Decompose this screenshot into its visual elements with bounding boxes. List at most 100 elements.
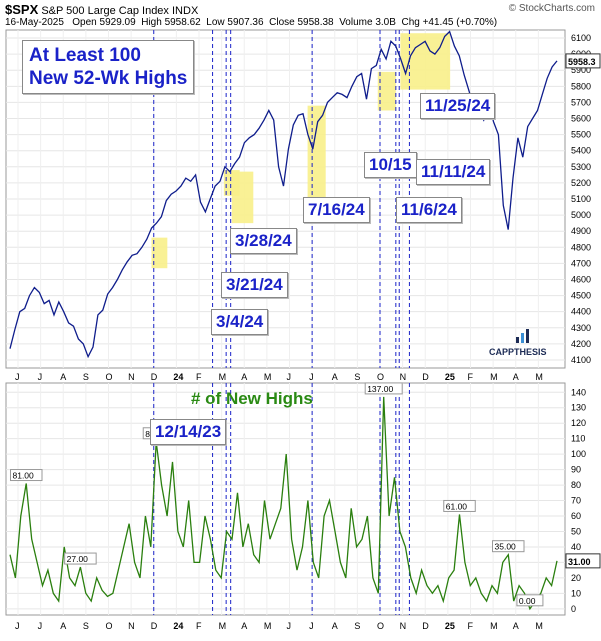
price-y-tick: 5500: [571, 130, 591, 140]
price-x-tick: F: [196, 372, 202, 382]
indicator-x-tick: A: [513, 621, 519, 631]
price-x-tick: S: [83, 372, 89, 382]
label-10-15: 10/15: [364, 152, 417, 178]
price-x-tick: D: [422, 372, 429, 382]
price-y-tick: 5600: [571, 114, 591, 124]
price-y-tick: 4800: [571, 242, 591, 252]
price-x-tick: F: [468, 372, 474, 382]
title-line-1: At Least 100: [29, 45, 141, 66]
indicator-x-tick: J: [287, 621, 292, 631]
label-3-4-24: 3/4/24: [211, 309, 269, 335]
brand: © StockCharts.com: [508, 3, 595, 14]
indicator-data-label: 0.00: [519, 596, 536, 606]
price-x-tick: A: [60, 372, 66, 382]
price-y-tick: 5000: [571, 210, 591, 220]
price-x-tick: A: [513, 372, 519, 382]
indicator-x-tick: 25: [445, 621, 455, 631]
indicator-x-tick: F: [468, 621, 474, 631]
label-11-25-24: 11/25/24: [420, 93, 496, 119]
price-y-tick: 6100: [571, 33, 591, 43]
indicator-y-tick: 60: [571, 511, 581, 521]
indicator-x-tick: N: [128, 621, 135, 631]
indicator-y-tick: 90: [571, 465, 581, 475]
indicator-x-tick: 24: [173, 621, 183, 631]
indicator-x-tick: O: [377, 621, 384, 631]
price-y-tick: 4400: [571, 307, 591, 317]
price-x-tick: M: [264, 372, 272, 382]
price-series-line: [9, 30, 558, 359]
indicator-data-label: 27.00: [67, 554, 89, 564]
indicator-y-tick: 0: [571, 604, 576, 614]
indicator-y-tick: 70: [571, 496, 581, 506]
indicator-x-tick: J: [38, 621, 43, 631]
label-3-28-24: 3/28/24: [230, 228, 297, 254]
indicator-x-tick: M: [535, 621, 543, 631]
price-x-tick: 25: [445, 372, 455, 382]
price-y-tick: 4900: [571, 226, 591, 236]
indicator-x-tick: A: [60, 621, 66, 631]
indicator-y-tick: 100: [571, 449, 586, 459]
indicator-x-tick: M: [219, 621, 227, 631]
indicator-y-tick: 120: [571, 418, 586, 428]
header-high: High 5958.62: [141, 17, 201, 28]
indicator-x-tick: O: [106, 621, 113, 631]
indicator-x-tick: S: [83, 621, 89, 631]
price-y-tick: 4100: [571, 355, 591, 365]
price-x-tick: J: [15, 372, 20, 382]
indicator-x-tick: S: [354, 621, 360, 631]
indicator-y-tick: 80: [571, 480, 581, 490]
label-3-21-24: 3/21/24: [221, 272, 288, 298]
indicator-last-value: 31.00: [568, 557, 591, 567]
price-x-tick: O: [377, 372, 384, 382]
price-x-tick: J: [287, 372, 292, 382]
price-x-tick: J: [309, 372, 314, 382]
price-last-tag: [565, 53, 601, 69]
header-date: 16-May-2025: [5, 17, 64, 28]
indicator-x-tick: N: [400, 621, 407, 631]
indicator-x-tick: D: [422, 621, 429, 631]
header-low: Low 5907.36: [206, 17, 264, 28]
price-x-tick: D: [151, 372, 158, 382]
price-x-tick: M: [490, 372, 498, 382]
indicator-data-label: 137.00: [367, 384, 393, 394]
indicator-y-tick: 10: [571, 588, 581, 598]
header-volume: Volume 3.0B: [339, 17, 396, 28]
indicator-y-tick: 20: [571, 573, 581, 583]
price-y-tick: 4700: [571, 258, 591, 268]
price-last-value: 5958.3: [568, 57, 596, 67]
indicator-x-tick: A: [332, 621, 338, 631]
label-11-6-24: 11/6/24: [396, 197, 462, 223]
indicator-x-tick: J: [15, 621, 20, 631]
indicator-data-label-box: [443, 499, 476, 512]
label-11-11-24: 11/11/24: [416, 159, 491, 185]
price-y-tick: 4600: [571, 274, 591, 284]
price-x-tick: J: [38, 372, 43, 382]
indicator-y-tick: 130: [571, 403, 586, 413]
price-x-tick: S: [354, 372, 360, 382]
highlight-box: [231, 171, 254, 224]
indicator-data-label-box: [364, 382, 403, 395]
price-y-tick: 4200: [571, 339, 591, 349]
price-y-tick: 4300: [571, 323, 591, 333]
indicator-x-tick: J: [309, 621, 314, 631]
price-y-tick: 5900: [571, 65, 591, 75]
indicator-label: # of New Highs: [191, 389, 313, 408]
price-y-tick: 5400: [571, 146, 591, 156]
indicator-y-tick: 110: [571, 434, 585, 444]
price-x-tick: A: [241, 372, 247, 382]
price-x-tick: M: [535, 372, 543, 382]
indicator-data-label-box: [64, 552, 97, 565]
indicator-data-label-box: [9, 469, 43, 482]
indicator-last-tag: [565, 553, 601, 569]
indicator-x-tick: D: [151, 621, 158, 631]
indicator-x-tick: M: [490, 621, 498, 631]
indicator-y-tick: 50: [571, 526, 581, 536]
header-close: Close 5958.38: [269, 17, 334, 28]
price-x-tick: N: [400, 372, 407, 382]
indicator-y-tick: 40: [571, 542, 581, 552]
symbol: $SPX: [5, 2, 39, 17]
title-box: At Least 100 New 52-Wk Highs: [22, 40, 195, 94]
price-x-tick: N: [128, 372, 135, 382]
indicator-x-tick: A: [241, 621, 247, 631]
